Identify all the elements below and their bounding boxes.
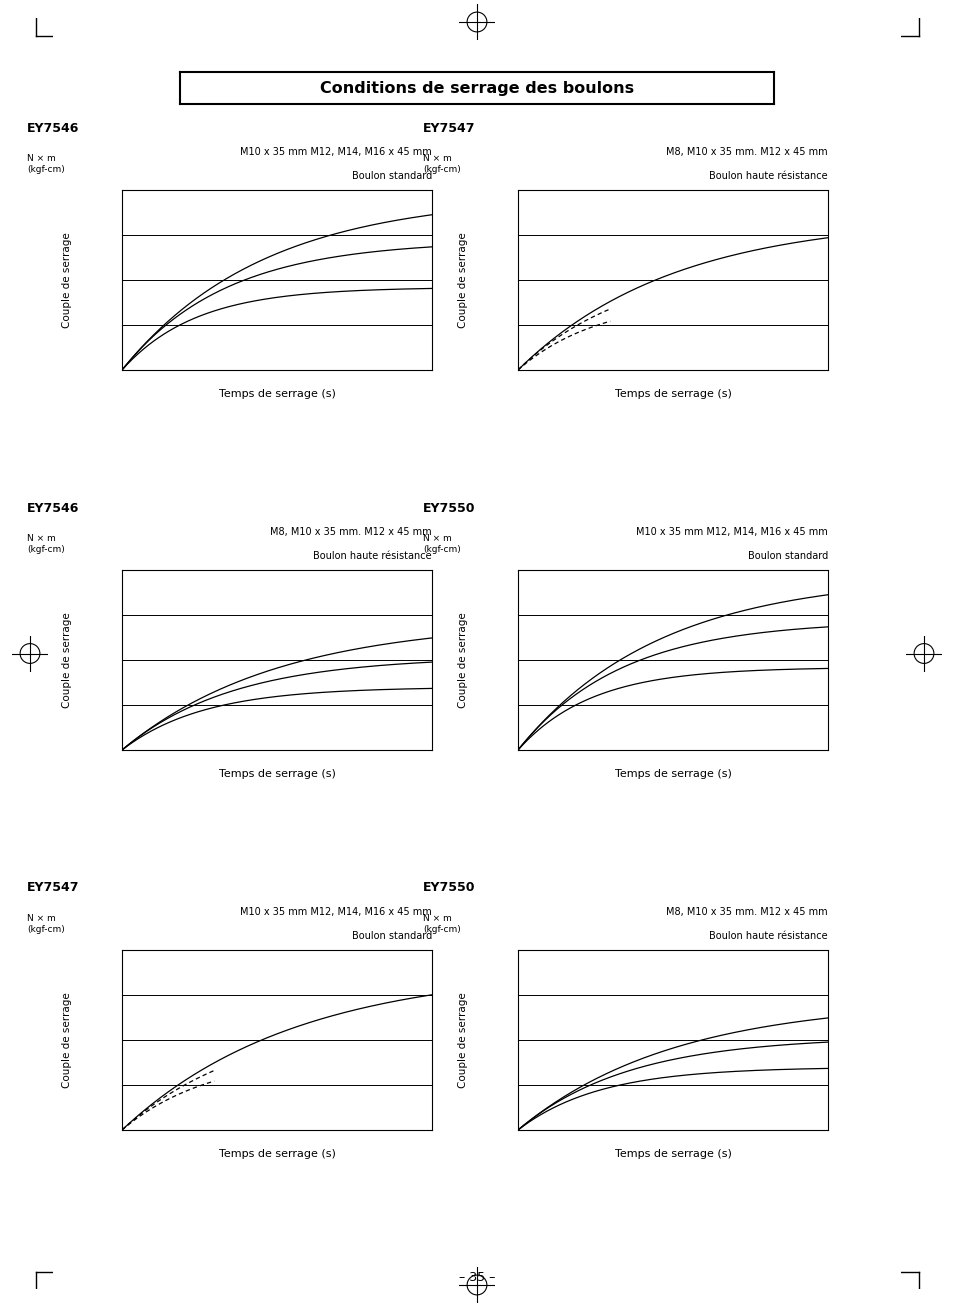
Text: EY7546: EY7546 xyxy=(27,122,79,135)
Text: EY7547: EY7547 xyxy=(27,881,79,894)
Text: N × m
(kgf-cm): N × m (kgf-cm) xyxy=(27,535,65,554)
Text: M8, M10 x 35 mm. M12 x 45 mm: M8, M10 x 35 mm. M12 x 45 mm xyxy=(666,907,827,918)
Text: Boulon standard: Boulon standard xyxy=(352,171,432,180)
Text: Temps de serrage (s): Temps de serrage (s) xyxy=(614,1149,731,1159)
Text: N × m
(kgf-cm): N × m (kgf-cm) xyxy=(422,154,460,174)
Text: Temps de serrage (s): Temps de serrage (s) xyxy=(218,769,335,779)
Text: EY7546: EY7546 xyxy=(27,502,79,515)
Text: Couple de serrage: Couple de serrage xyxy=(458,612,468,708)
Text: Temps de serrage (s): Temps de serrage (s) xyxy=(614,389,731,399)
Text: Boulon haute résistance: Boulon haute résistance xyxy=(709,171,827,180)
Text: M10 x 35 mm M12, M14, M16 x 45 mm: M10 x 35 mm M12, M14, M16 x 45 mm xyxy=(636,527,827,537)
Text: Couple de serrage: Couple de serrage xyxy=(458,233,468,328)
Text: N × m
(kgf-cm): N × m (kgf-cm) xyxy=(27,154,65,174)
Text: M10 x 35 mm M12, M14, M16 x 45 mm: M10 x 35 mm M12, M14, M16 x 45 mm xyxy=(240,146,432,157)
Text: EY7550: EY7550 xyxy=(422,881,475,894)
Text: N × m
(kgf-cm): N × m (kgf-cm) xyxy=(422,914,460,935)
Text: M8, M10 x 35 mm. M12 x 45 mm: M8, M10 x 35 mm. M12 x 45 mm xyxy=(666,146,827,157)
Text: M8, M10 x 35 mm. M12 x 45 mm: M8, M10 x 35 mm. M12 x 45 mm xyxy=(270,527,432,537)
Text: EY7550: EY7550 xyxy=(422,502,475,515)
Text: Temps de serrage (s): Temps de serrage (s) xyxy=(614,769,731,779)
Text: EY7547: EY7547 xyxy=(422,122,475,135)
Text: Boulon standard: Boulon standard xyxy=(352,931,432,941)
Text: – 35 –: – 35 – xyxy=(458,1270,495,1283)
Text: Boulon haute résistance: Boulon haute résistance xyxy=(313,552,432,561)
Text: M10 x 35 mm M12, M14, M16 x 45 mm: M10 x 35 mm M12, M14, M16 x 45 mm xyxy=(240,907,432,918)
Text: N × m
(kgf-cm): N × m (kgf-cm) xyxy=(27,914,65,935)
Text: Temps de serrage (s): Temps de serrage (s) xyxy=(218,1149,335,1159)
Text: Conditions de serrage des boulons: Conditions de serrage des boulons xyxy=(319,81,634,95)
Text: Couple de serrage: Couple de serrage xyxy=(458,992,468,1087)
Text: Couple de serrage: Couple de serrage xyxy=(63,992,72,1087)
Text: Temps de serrage (s): Temps de serrage (s) xyxy=(218,389,335,399)
Text: Boulon standard: Boulon standard xyxy=(747,552,827,561)
Text: Boulon haute résistance: Boulon haute résistance xyxy=(709,931,827,941)
Text: Couple de serrage: Couple de serrage xyxy=(63,612,72,708)
Text: Couple de serrage: Couple de serrage xyxy=(63,233,72,328)
Text: N × m
(kgf-cm): N × m (kgf-cm) xyxy=(422,535,460,554)
